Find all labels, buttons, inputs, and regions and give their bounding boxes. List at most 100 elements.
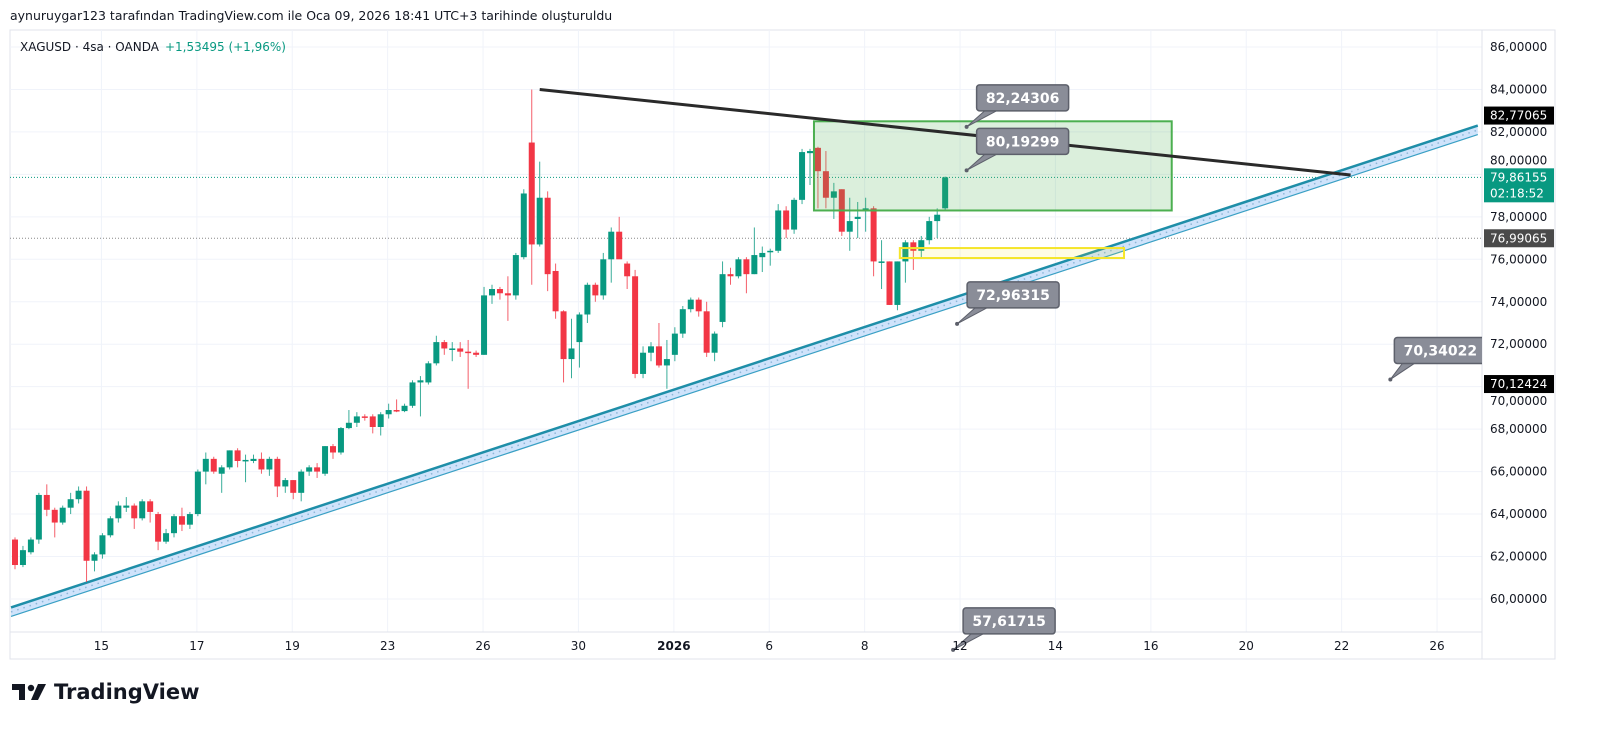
- candle-body: [703, 311, 710, 353]
- time-tick-label: 26: [475, 639, 490, 653]
- candle-body: [131, 505, 138, 519]
- candle: [584, 282, 591, 323]
- tradingview-logo[interactable]: TradingView: [12, 680, 199, 704]
- time-tick-label: 26: [1429, 639, 1444, 653]
- candle-body: [536, 197, 543, 245]
- candle: [910, 240, 917, 270]
- candle: [632, 269, 639, 379]
- candle: [814, 146, 821, 209]
- candle: [298, 469, 305, 502]
- candle: [759, 246, 766, 273]
- callout-anchor: [964, 124, 969, 129]
- candle-body: [91, 554, 98, 561]
- time-tick-label: 19: [285, 639, 300, 653]
- price-callout[interactable]: 57,61715: [951, 607, 1056, 652]
- candle-body: [377, 414, 384, 428]
- callout-box: [1393, 336, 1482, 365]
- candle-body: [791, 199, 798, 230]
- candle: [377, 412, 384, 436]
- price-mark-label-bg: [1484, 229, 1554, 248]
- price-mark-label: 76,99065: [1490, 231, 1547, 245]
- callout-anchor: [951, 647, 956, 652]
- candle-body: [186, 514, 193, 525]
- time-axis[interactable]: 15 17 19 23 26 30 2026 6 8 12 14 16 20 22 26: [94, 639, 1445, 653]
- price-tick-label: 64,00000: [1490, 507, 1547, 521]
- candle: [735, 257, 742, 279]
- candle: [218, 465, 225, 493]
- price-callout[interactable]: 72,96315: [955, 281, 1060, 326]
- candle: [679, 306, 686, 338]
- time-tick-label: 14: [1048, 639, 1063, 653]
- candle-body: [417, 380, 424, 383]
- grid: [10, 30, 1483, 659]
- candle: [83, 486, 90, 582]
- candle-body: [846, 221, 853, 232]
- candle: [147, 499, 154, 523]
- candle-body: [155, 514, 162, 542]
- price-tick-label: 60,00000: [1490, 592, 1547, 606]
- candle: [719, 261, 726, 328]
- resistance-trendline[interactable]: [539, 87, 1351, 177]
- callout-box: [966, 281, 1060, 309]
- candle: [266, 456, 273, 476]
- support-channel-top[interactable]: [10, 124, 1479, 609]
- candle-body: [759, 252, 766, 258]
- time-tick-label: 12: [952, 639, 967, 653]
- candle-body: [862, 208, 869, 211]
- candle-body: [934, 214, 941, 222]
- candle-body: [687, 299, 694, 310]
- support-channel-bottom[interactable]: [10, 133, 1478, 618]
- candle-body: [528, 142, 535, 245]
- price-axis[interactable]: 60,00000 62,00000 64,00000 66,00000 68,00000…: [1484, 40, 1554, 606]
- plot-area[interactable]: [10, 89, 1482, 618]
- price-tick-label: 72,00000: [1490, 337, 1547, 351]
- candle-body: [854, 216, 861, 219]
- yellow-rectangle-zone[interactable]: [898, 247, 1126, 260]
- candle-body: [194, 471, 201, 515]
- time-tick-label: 15: [94, 639, 109, 653]
- callout-pointer: [1389, 362, 1417, 380]
- price-callout[interactable]: 80,19299: [964, 127, 1070, 173]
- time-tick-label: 20: [1239, 639, 1254, 653]
- candle: [600, 252, 607, 300]
- candle: [449, 342, 456, 362]
- candle: [43, 484, 50, 517]
- price-callout[interactable]: 70,34022: [1388, 336, 1486, 382]
- candle: [282, 477, 289, 493]
- candle: [250, 454, 257, 464]
- last-price-label: 79,86155: [1490, 170, 1547, 184]
- candle-body: [163, 533, 170, 542]
- symbol-legend[interactable]: XAGUSD · 4sa · OANDA +1,53495 (+1,96%): [20, 40, 286, 54]
- candle-body: [592, 284, 599, 296]
- candle-body: [83, 490, 90, 561]
- candle-body: [107, 518, 114, 536]
- candle: [799, 148, 806, 205]
- candle: [51, 507, 58, 538]
- candle: [226, 450, 233, 470]
- candle: [544, 191, 551, 292]
- price-tick-label: 78,00000: [1490, 210, 1547, 224]
- price-tick-label: 86,00000: [1490, 40, 1547, 54]
- candle: [441, 339, 448, 355]
- candle: [576, 312, 583, 368]
- candle: [727, 267, 734, 285]
- candle: [846, 197, 853, 251]
- candle: [91, 552, 98, 572]
- candle: [433, 335, 440, 366]
- candle: [457, 342, 464, 357]
- price-callout[interactable]: 82,24306: [964, 84, 1070, 129]
- candle-body: [918, 240, 925, 251]
- callout-label: 80,19299: [986, 134, 1060, 150]
- candle-body: [226, 450, 233, 468]
- candle: [592, 282, 599, 302]
- candle: [242, 454, 249, 483]
- candle-body: [632, 276, 639, 374]
- candle-body: [393, 410, 400, 412]
- price-tick-label: 76,00000: [1490, 252, 1547, 266]
- candle-body: [12, 539, 18, 566]
- drawings[interactable]: 82,24306 80,19299 72,96315 70,34022 57,61715: [539, 84, 1487, 652]
- candle-body: [751, 255, 758, 275]
- candle: [687, 297, 694, 313]
- price-tick-label: 82,00000: [1490, 125, 1547, 139]
